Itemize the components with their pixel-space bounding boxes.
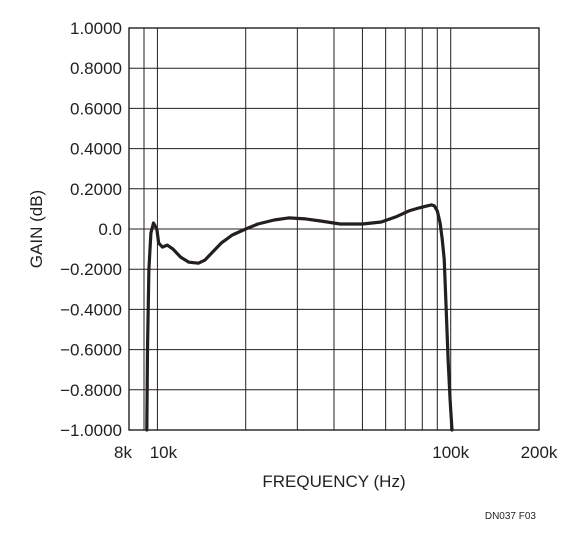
y-tick-label: −0.8000 xyxy=(60,381,122,400)
y-tick-label: −0.6000 xyxy=(60,341,122,360)
y-tick-label: 0.6000 xyxy=(70,99,122,118)
x-tick-label: 8k xyxy=(114,443,132,462)
y-tick-label: 1.0000 xyxy=(70,19,122,38)
y-tick-label: 0.8000 xyxy=(70,59,122,78)
y-tick-label: −0.2000 xyxy=(60,260,122,279)
x-tick-label: 10k xyxy=(150,443,178,462)
y-tick-label: −0.4000 xyxy=(60,300,122,319)
y-tick-label: 0.4000 xyxy=(70,140,122,159)
series-layer xyxy=(145,203,454,432)
y-tick-label: 0.2000 xyxy=(70,180,122,199)
y-axis: 1.0000 0.8000 0.6000 0.4000 0.2000 0.0 −0.2000… xyxy=(60,19,122,440)
x-tick-label: 100k xyxy=(432,443,469,462)
y-tick-label: −1.0000 xyxy=(60,421,122,440)
x-axis-title: FREQUENCY (Hz) xyxy=(262,472,405,491)
figure-code: DN037 F03 xyxy=(485,511,537,522)
grid xyxy=(129,27,539,431)
x-tick-label: 200k xyxy=(521,443,558,462)
y-axis-title: GAIN (dB) xyxy=(27,190,46,268)
y-tick-label: 0.0 xyxy=(98,220,122,239)
x-axis: 8k 10k 100k 200k xyxy=(114,443,558,462)
gain-curve xyxy=(145,203,454,432)
plot-frame xyxy=(128,27,540,431)
